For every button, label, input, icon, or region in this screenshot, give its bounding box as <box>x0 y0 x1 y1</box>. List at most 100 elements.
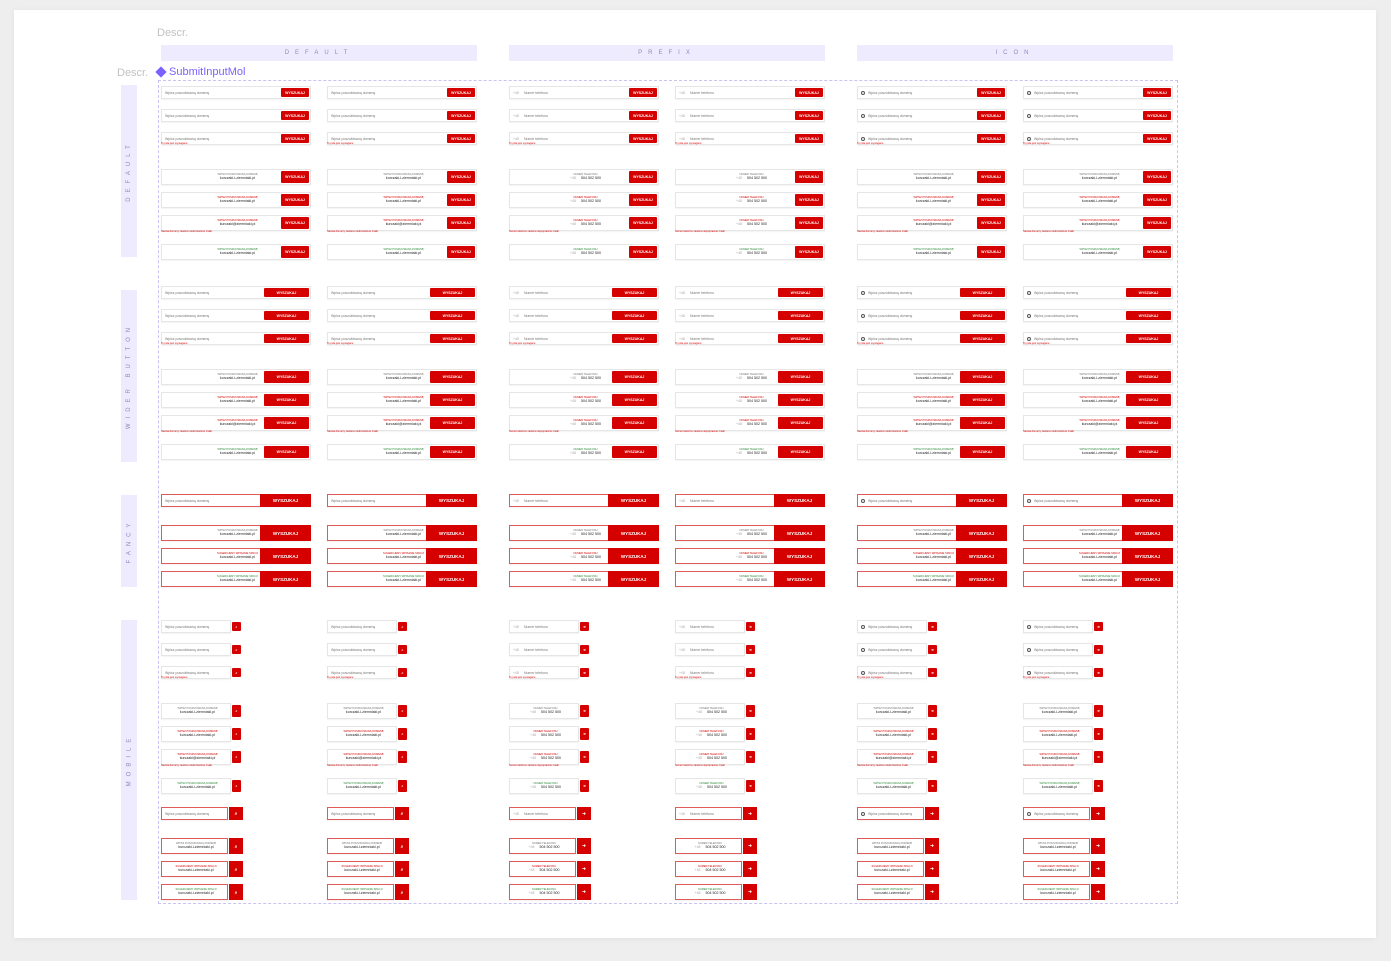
text-field[interactable]: SUGERUJEMY WPISANIE SPACJI kurczaki-i-zie… <box>857 884 924 900</box>
text-field[interactable]: Wpisz poszukiwaną domenę <box>1023 620 1093 633</box>
text-field[interactable]: Wpisz poszukiwaną domenę <box>327 643 397 656</box>
text-field[interactable]: SUGERUJEMY WPISANIE SPACJI kurczaki-i-zie… <box>327 884 394 900</box>
submit-button[interactable]: WYSZUKAJ <box>778 334 823 343</box>
submit-button[interactable]: WYSZUKAJ <box>960 446 1005 458</box>
submit-button[interactable]: WYSZUKAJ <box>1143 134 1171 143</box>
arrow-button[interactable]: ➜ <box>580 668 589 677</box>
submit-button[interactable]: WYSZUKAJ <box>608 571 659 587</box>
search-button[interactable]: ⌕ <box>395 861 409 877</box>
submit-button[interactable]: WYSZUKAJ <box>629 194 657 206</box>
arrow-button[interactable]: ➜ <box>928 728 937 740</box>
search-button[interactable]: ⌕ <box>229 861 243 877</box>
text-field[interactable]: WPISZ POSZUKIWANĄ DOMENĘ kurczaki-i-ziemn… <box>161 192 311 208</box>
arrow-button[interactable]: ➜ <box>1094 728 1103 740</box>
text-field[interactable]: NUMER TELEFONU +48 504 502 500 <box>675 244 825 260</box>
arrow-button[interactable]: ➜ <box>1094 668 1103 677</box>
submit-button[interactable]: WYSZUKAJ <box>281 217 309 229</box>
submit-button[interactable]: WYSZUKAJ <box>608 494 659 507</box>
arrow-button[interactable]: ➜ <box>746 751 755 763</box>
submit-button[interactable]: WYSZUKAJ <box>774 525 825 541</box>
submit-button[interactable]: WYSZUKAJ <box>426 548 477 564</box>
text-field[interactable]: WPISZ POSZUKIWANĄ DOMENĘ kurczaki@ziemnia… <box>161 215 311 231</box>
submit-button[interactable]: WYSZUKAJ <box>960 371 1005 383</box>
arrow-button[interactable]: ➜ <box>580 705 589 717</box>
submit-button[interactable]: WYSZUKAJ <box>612 334 657 343</box>
submit-button[interactable]: WYSZUKAJ <box>260 525 311 541</box>
submit-button[interactable]: WYSZUKAJ <box>281 194 309 206</box>
text-field[interactable]: Wpisz poszukiwaną domenę <box>1023 109 1173 122</box>
text-field[interactable]: NUMER TELEFONU +48 504 502 500 <box>509 244 659 260</box>
arrow-button[interactable]: ➜ <box>925 884 939 900</box>
text-field[interactable]: +48 Numer telefonu <box>509 666 579 679</box>
arrow-button[interactable]: ➜ <box>743 884 757 900</box>
text-field[interactable]: +48 Numer telefonu <box>675 620 745 633</box>
submit-button[interactable]: WYSZUKAJ <box>1126 446 1171 458</box>
submit-button[interactable]: WYSZUKAJ <box>977 217 1005 229</box>
text-field[interactable]: Wpisz poszukiwaną domenę <box>161 132 311 145</box>
submit-button[interactable]: WYSZUKAJ <box>629 217 657 229</box>
submit-button[interactable]: WYSZUKAJ <box>1122 494 1173 507</box>
text-field[interactable]: +48 Numer telefonu <box>675 643 745 656</box>
submit-button[interactable]: WYSZUKAJ <box>774 494 825 507</box>
text-field[interactable]: NUMER TELEFONU +48 504 502 500 <box>675 703 745 719</box>
submit-button[interactable]: WYSZUKAJ <box>960 334 1005 343</box>
text-field[interactable]: NUMER TELEFONU +48 504 502 500 <box>509 838 576 854</box>
text-field[interactable]: SUGERUJEMY WPISANIE SPACJI kurczaki-i-zie… <box>327 861 394 877</box>
text-field[interactable]: Wpisz poszukiwaną domenę <box>161 109 311 122</box>
text-field[interactable]: WPISZ POSZUKIWANĄ DOMENĘ kurczaki-i-ziemn… <box>1023 703 1093 719</box>
text-field[interactable]: Wpisz poszukiwaną domenę <box>1023 643 1093 656</box>
submit-button[interactable]: WYSZUKAJ <box>778 288 823 297</box>
submit-button[interactable]: WYSZUKAJ <box>795 217 823 229</box>
submit-button[interactable]: WYSZUKAJ <box>795 134 823 143</box>
arrow-button[interactable]: ➜ <box>928 705 937 717</box>
search-button[interactable]: ⌕ <box>232 751 241 763</box>
submit-button[interactable]: WYSZUKAJ <box>977 246 1005 258</box>
arrow-button[interactable]: ➜ <box>577 838 591 854</box>
submit-button[interactable]: WYSZUKAJ <box>1143 217 1171 229</box>
text-field[interactable]: NUMER TELEFONU +48 504 502 500 <box>675 749 745 765</box>
submit-button[interactable]: WYSZUKAJ <box>977 194 1005 206</box>
text-field[interactable]: NUMER TELEFONU +48 504 502 500 <box>675 861 742 877</box>
submit-button[interactable]: WYSZUKAJ <box>430 311 475 320</box>
text-field[interactable]: NUMER TELEFONU +48 504 502 500 <box>509 703 579 719</box>
arrow-button[interactable]: ➜ <box>1094 780 1103 792</box>
arrow-button[interactable]: ➜ <box>580 728 589 740</box>
submit-button[interactable]: WYSZUKAJ <box>778 446 823 458</box>
submit-button[interactable]: WYSZUKAJ <box>426 494 477 507</box>
submit-button[interactable]: WYSZUKAJ <box>774 571 825 587</box>
submit-button[interactable]: WYSZUKAJ <box>778 311 823 320</box>
submit-button[interactable]: WYSZUKAJ <box>629 111 657 120</box>
text-field[interactable]: SUGERUJEMY WPISANIE SPACJI kurczaki-i-zie… <box>1023 884 1090 900</box>
submit-button[interactable]: WYSZUKAJ <box>281 246 309 258</box>
arrow-button[interactable]: ➜ <box>925 838 939 854</box>
submit-button[interactable]: WYSZUKAJ <box>774 548 825 564</box>
text-field[interactable]: Wpisz poszukiwaną domenę <box>857 643 927 656</box>
text-field[interactable]: Wpisz poszukiwaną domenę <box>161 807 228 820</box>
text-field[interactable]: Wpisz poszukiwaną domenę <box>327 109 477 122</box>
text-field[interactable]: WPISZ POSZUKIWANĄ DOMENĘ kurczaki-i-ziemn… <box>1023 778 1093 794</box>
text-field[interactable]: +48 Numer telefonu <box>675 132 825 145</box>
submit-button[interactable]: WYSZUKAJ <box>612 417 657 429</box>
text-field[interactable]: NUMER TELEFONU +48 504 502 500 <box>675 169 825 185</box>
search-button[interactable]: ⌕ <box>229 838 243 854</box>
search-button[interactable]: ⌕ <box>232 780 241 792</box>
search-button[interactable]: ⌕ <box>229 884 243 900</box>
text-field[interactable]: Wpisz poszukiwaną domenę <box>327 620 397 633</box>
arrow-button[interactable]: ➜ <box>580 622 589 631</box>
submit-button[interactable]: WYSZUKAJ <box>1126 394 1171 406</box>
text-field[interactable]: +48 Numer telefonu <box>509 620 579 633</box>
text-field[interactable]: NUMER TELEFONU +48 504 502 500 <box>509 192 659 208</box>
text-field[interactable]: NUMER TELEFONU +48 504 502 500 <box>509 169 659 185</box>
search-button[interactable]: ⌕ <box>395 884 409 900</box>
text-field[interactable]: NUMER TELEFONU +48 504 502 500 <box>509 749 579 765</box>
text-field[interactable]: WPISZ POSZUKIWANĄ DOMENĘ kurczaki@ziemnia… <box>327 749 397 765</box>
arrow-button[interactable]: ➜ <box>928 751 937 763</box>
submit-button[interactable]: WYSZUKAJ <box>778 394 823 406</box>
submit-button[interactable]: WYSZUKAJ <box>629 88 657 97</box>
submit-button[interactable]: WYSZUKAJ <box>281 171 309 183</box>
text-field[interactable]: NUMER TELEFONU +48 504 502 500 <box>509 778 579 794</box>
text-field[interactable]: Wpisz poszukiwaną domenę <box>327 132 477 145</box>
submit-button[interactable]: WYSZUKAJ <box>612 288 657 297</box>
text-field[interactable]: Wpisz poszukiwaną domenę <box>1023 807 1090 820</box>
text-field[interactable]: Wpisz poszukiwaną domenę <box>161 666 231 679</box>
